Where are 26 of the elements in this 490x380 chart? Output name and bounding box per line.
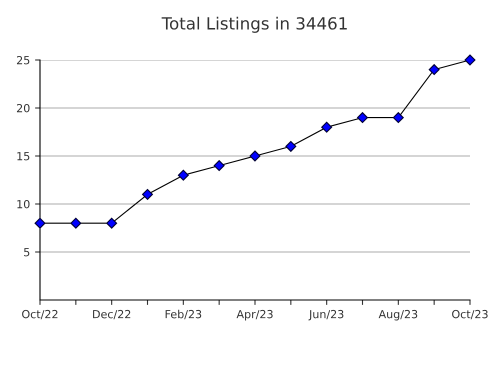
point — [106, 218, 118, 229]
x-tick-label: Oct/22 — [22, 310, 58, 320]
x-tick-label: Dec/22 — [93, 310, 130, 320]
x-tick-label: Aug/23 — [378, 310, 418, 320]
x-tick-label: Apr/23 — [236, 310, 273, 320]
point — [357, 112, 368, 124]
point — [321, 122, 332, 133]
y-tick-label: 20 — [16, 104, 30, 112]
chart-title: Total Listings in 34461 — [162, 16, 347, 33]
point — [214, 160, 225, 172]
point — [392, 112, 404, 124]
point — [285, 140, 296, 152]
y-tick-label: 10 — [17, 200, 30, 208]
x-tick-label: Oct/23 — [452, 310, 488, 320]
x-tick-label: Feb/23 — [166, 310, 202, 320]
point — [464, 54, 476, 66]
point — [142, 188, 153, 200]
y-tick-label: 5 — [24, 248, 30, 256]
point — [70, 218, 82, 229]
point — [34, 218, 46, 229]
y-tick-label: 25 — [16, 56, 30, 64]
point — [428, 64, 440, 76]
y-tick-label: 15 — [17, 152, 30, 160]
point — [250, 150, 260, 162]
point — [178, 170, 189, 181]
x-tick-label: Jun/23 — [308, 310, 344, 320]
